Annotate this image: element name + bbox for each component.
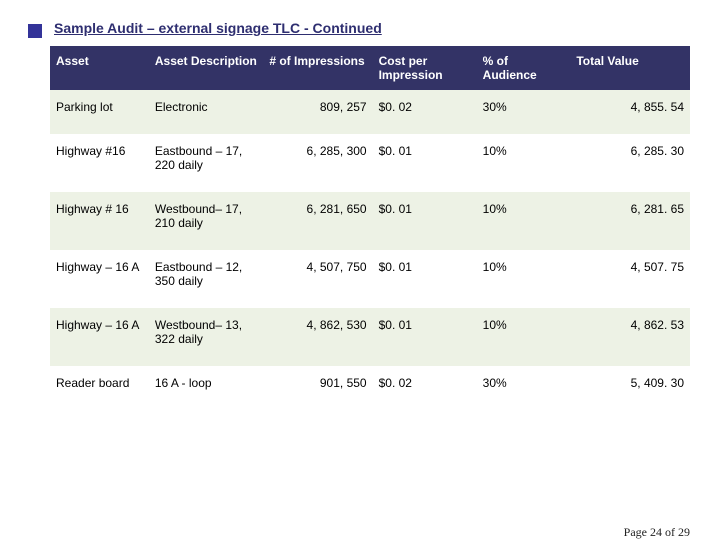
cell-impr: 4, 507, 750 xyxy=(263,250,372,308)
cell-impr: 809, 257 xyxy=(263,90,372,134)
cell-aud: 10% xyxy=(477,192,571,250)
cell-desc: Eastbound – 17, 220 daily xyxy=(149,134,263,192)
cell-cost: $0. 01 xyxy=(373,192,477,250)
cell-impr: 4, 862, 530 xyxy=(263,308,372,366)
cell-cost: $0. 01 xyxy=(373,134,477,192)
cell-asset: Reader board xyxy=(50,366,149,410)
cell-aud: 10% xyxy=(477,250,571,308)
cell-impr: 6, 281, 650 xyxy=(263,192,372,250)
cell-aud: 30% xyxy=(477,90,571,134)
title-accent-icon xyxy=(28,24,42,38)
table-row: Highway – 16 A Westbound– 13, 322 daily … xyxy=(50,308,690,366)
cell-desc: Electronic xyxy=(149,90,263,134)
table-body: Parking lot Electronic 809, 257 $0. 02 3… xyxy=(50,90,690,410)
cell-aud: 10% xyxy=(477,134,571,192)
cell-total: 4, 855. 54 xyxy=(570,90,690,134)
page-title: Sample Audit – external signage TLC - Co… xyxy=(54,20,382,36)
cell-desc: Eastbound – 12, 350 daily xyxy=(149,250,263,308)
page: Sample Audit – external signage TLC - Co… xyxy=(0,0,720,540)
cell-cost: $0. 01 xyxy=(373,308,477,366)
table-row: Highway # 16 Westbound– 17, 210 daily 6,… xyxy=(50,192,690,250)
cell-total: 5, 409. 30 xyxy=(570,366,690,410)
cell-asset: Parking lot xyxy=(50,90,149,134)
cell-total: 4, 862. 53 xyxy=(570,308,690,366)
cell-aud: 10% xyxy=(477,308,571,366)
cell-asset: Highway #16 xyxy=(50,134,149,192)
cell-total: 4, 507. 75 xyxy=(570,250,690,308)
cell-cost: $0. 02 xyxy=(373,366,477,410)
title-wrap: Sample Audit – external signage TLC - Co… xyxy=(54,20,690,36)
cell-total: 6, 285. 30 xyxy=(570,134,690,192)
cell-desc: Westbound– 13, 322 daily xyxy=(149,308,263,366)
cell-aud: 30% xyxy=(477,366,571,410)
col-audience: % of Audience xyxy=(477,46,571,90)
cell-impr: 901, 550 xyxy=(263,366,372,410)
col-total: Total Value xyxy=(570,46,690,90)
table-row: Reader board 16 A - loop 901, 550 $0. 02… xyxy=(50,366,690,410)
cell-impr: 6, 285, 300 xyxy=(263,134,372,192)
col-cost: Cost per Impression xyxy=(373,46,477,90)
page-number: Page 24 of 29 xyxy=(624,525,690,540)
table-header: Asset Asset Description # of Impressions… xyxy=(50,46,690,90)
table-row: Highway – 16 A Eastbound – 12, 350 daily… xyxy=(50,250,690,308)
cell-asset: Highway – 16 A xyxy=(50,308,149,366)
cell-total: 6, 281. 65 xyxy=(570,192,690,250)
cell-desc: Westbound– 17, 210 daily xyxy=(149,192,263,250)
audit-table: Asset Asset Description # of Impressions… xyxy=(50,46,690,410)
cell-asset: Highway # 16 xyxy=(50,192,149,250)
table-row: Parking lot Electronic 809, 257 $0. 02 3… xyxy=(50,90,690,134)
col-description: Asset Description xyxy=(149,46,263,90)
cell-cost: $0. 02 xyxy=(373,90,477,134)
cell-cost: $0. 01 xyxy=(373,250,477,308)
col-impressions: # of Impressions xyxy=(263,46,372,90)
cell-desc: 16 A - loop xyxy=(149,366,263,410)
cell-asset: Highway – 16 A xyxy=(50,250,149,308)
table-row: Highway #16 Eastbound – 17, 220 daily 6,… xyxy=(50,134,690,192)
col-asset: Asset xyxy=(50,46,149,90)
